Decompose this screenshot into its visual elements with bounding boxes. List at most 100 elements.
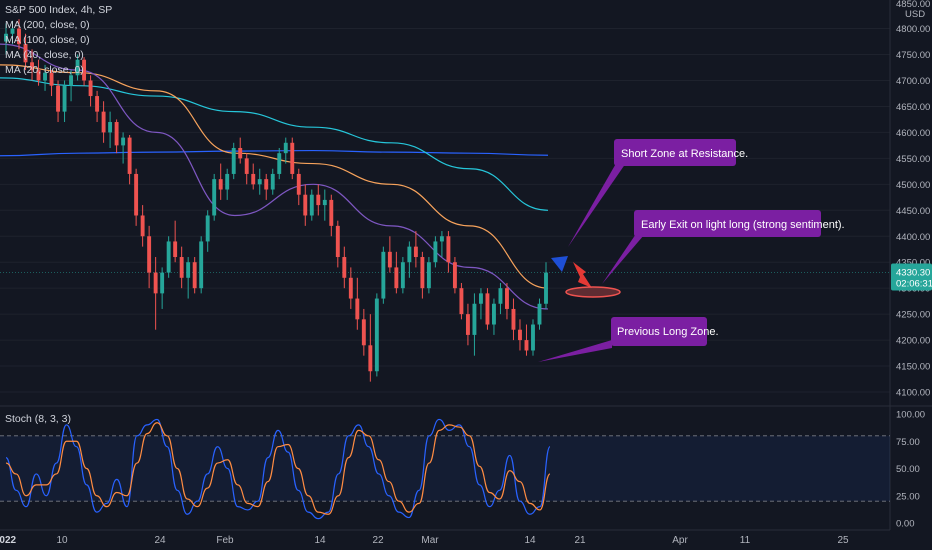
candle-body: [322, 199, 327, 206]
candle-body: [361, 319, 366, 346]
short-zone-callout[interactable]: [614, 139, 736, 166]
candle-body: [147, 236, 152, 273]
candle-body: [465, 314, 470, 335]
price-tick-label: 4600.00: [896, 128, 930, 139]
candle-body: [355, 298, 360, 320]
candle-body: [114, 122, 119, 146]
candle-body: [524, 340, 529, 351]
candle-body: [348, 277, 353, 299]
candle-body: [394, 267, 399, 289]
candle-body: [212, 179, 217, 216]
candle-body: [472, 303, 477, 335]
previous-long-callout[interactable]: [611, 317, 707, 346]
price-tick-label: 4700.00: [896, 76, 930, 87]
candle-body: [309, 194, 314, 216]
ma20-legend[interactable]: MA (20, close, 0): [5, 64, 84, 76]
price-tick-label: 4150.00: [896, 362, 930, 373]
stoch-tick-label: 75.00: [896, 437, 920, 448]
candle-body: [264, 179, 269, 190]
down-arrow-icon: [573, 262, 592, 288]
candlesticks[interactable]: [4, 19, 548, 382]
time-tick-label: Apr: [672, 535, 688, 546]
candle-body: [537, 303, 542, 325]
ma200-legend[interactable]: MA (200, close, 0): [5, 19, 90, 31]
early-exit-callout[interactable]: [634, 210, 821, 237]
candle-body: [49, 72, 54, 86]
price-tick-label: 4350.00: [896, 258, 930, 269]
annotations[interactable]: Short Zone at Resistance. Early Exit on …: [538, 139, 845, 362]
time-axis[interactable]: 2022 10 24 Feb 14 22 Mar 14 21 Apr 11 25: [0, 535, 849, 546]
candle-body: [257, 179, 262, 185]
stoch-tick-label: 0.00: [896, 519, 915, 530]
short-zone-pointer: [568, 160, 628, 247]
early-exit-label: Early Exit on light long (strong sentime…: [641, 219, 845, 231]
stoch-band: [0, 435, 890, 502]
candle-body: [244, 158, 249, 174]
price-tick-label: 4250.00: [896, 310, 930, 321]
ma100-legend[interactable]: MA (100, close, 0): [5, 34, 90, 46]
time-tick-label: 2022: [0, 535, 17, 546]
candle-body: [69, 75, 74, 86]
candle-body: [531, 324, 535, 351]
price-tick-label: 4200.00: [896, 336, 930, 347]
candle-body: [296, 173, 301, 195]
stoch-k-line: [5, 418, 551, 520]
candle-body: [218, 179, 223, 190]
stoch-legend[interactable]: Stoch (8, 3, 3): [5, 413, 71, 425]
currency-label: USD: [905, 9, 925, 20]
candle-body: [43, 72, 47, 81]
candle-body: [387, 251, 392, 268]
candle-body: [407, 246, 412, 263]
candle-body: [498, 288, 503, 304]
candle-body: [127, 137, 132, 174]
ma40-legend[interactable]: MA (40, close, 0): [5, 49, 84, 61]
ma40-line: [0, 64, 549, 289]
time-tick-label: Feb: [216, 535, 234, 546]
candle-body: [374, 298, 379, 372]
candle-body: [88, 80, 93, 97]
candle-body: [303, 194, 308, 216]
countdown-label: 02:06:31: [896, 278, 932, 289]
time-tick-label: 14: [314, 535, 326, 546]
early-exit-pointer: [602, 228, 650, 284]
candle-body: [82, 59, 87, 81]
candle-body: [153, 272, 158, 294]
time-tick-label: 22: [372, 535, 384, 546]
candle-body: [413, 246, 418, 258]
candle-body: [160, 272, 165, 294]
candle-body: [238, 147, 243, 159]
candle-body: [277, 153, 282, 174]
candle-body: [446, 236, 451, 263]
candle-body: [452, 262, 457, 289]
ma200-line: [0, 149, 549, 157]
candle-body: [478, 293, 483, 304]
candle-body: [368, 345, 373, 372]
symbol-title[interactable]: S&P 500 Index, 4h, SP: [5, 4, 113, 16]
ma100-line: [0, 77, 549, 211]
candle-body: [30, 62, 34, 71]
candle-body: [426, 262, 431, 289]
time-tick-label: 25: [837, 535, 849, 546]
candle-body: [17, 28, 21, 45]
candle-body: [121, 137, 126, 146]
short-zone-label: Short Zone at Resistance.: [621, 148, 748, 160]
candle-body: [95, 96, 100, 112]
price-tick-label: 4750.00: [896, 50, 930, 61]
candle-body: [492, 303, 496, 325]
candle-body: [433, 241, 438, 263]
candle-body: [56, 85, 60, 112]
candle-body: [192, 262, 197, 289]
candle-body: [316, 194, 321, 206]
candle-body: [381, 251, 386, 299]
candle-body: [459, 288, 464, 315]
candle-body: [108, 122, 113, 133]
candle-body: [173, 241, 178, 258]
candle-body: [134, 173, 139, 216]
stoch-tick-label: 100.00: [896, 410, 925, 421]
candle-body: [101, 111, 106, 133]
candle-body: [290, 142, 295, 174]
candle-body: [511, 308, 516, 330]
top-price-label: 4850.00: [896, 0, 930, 10]
